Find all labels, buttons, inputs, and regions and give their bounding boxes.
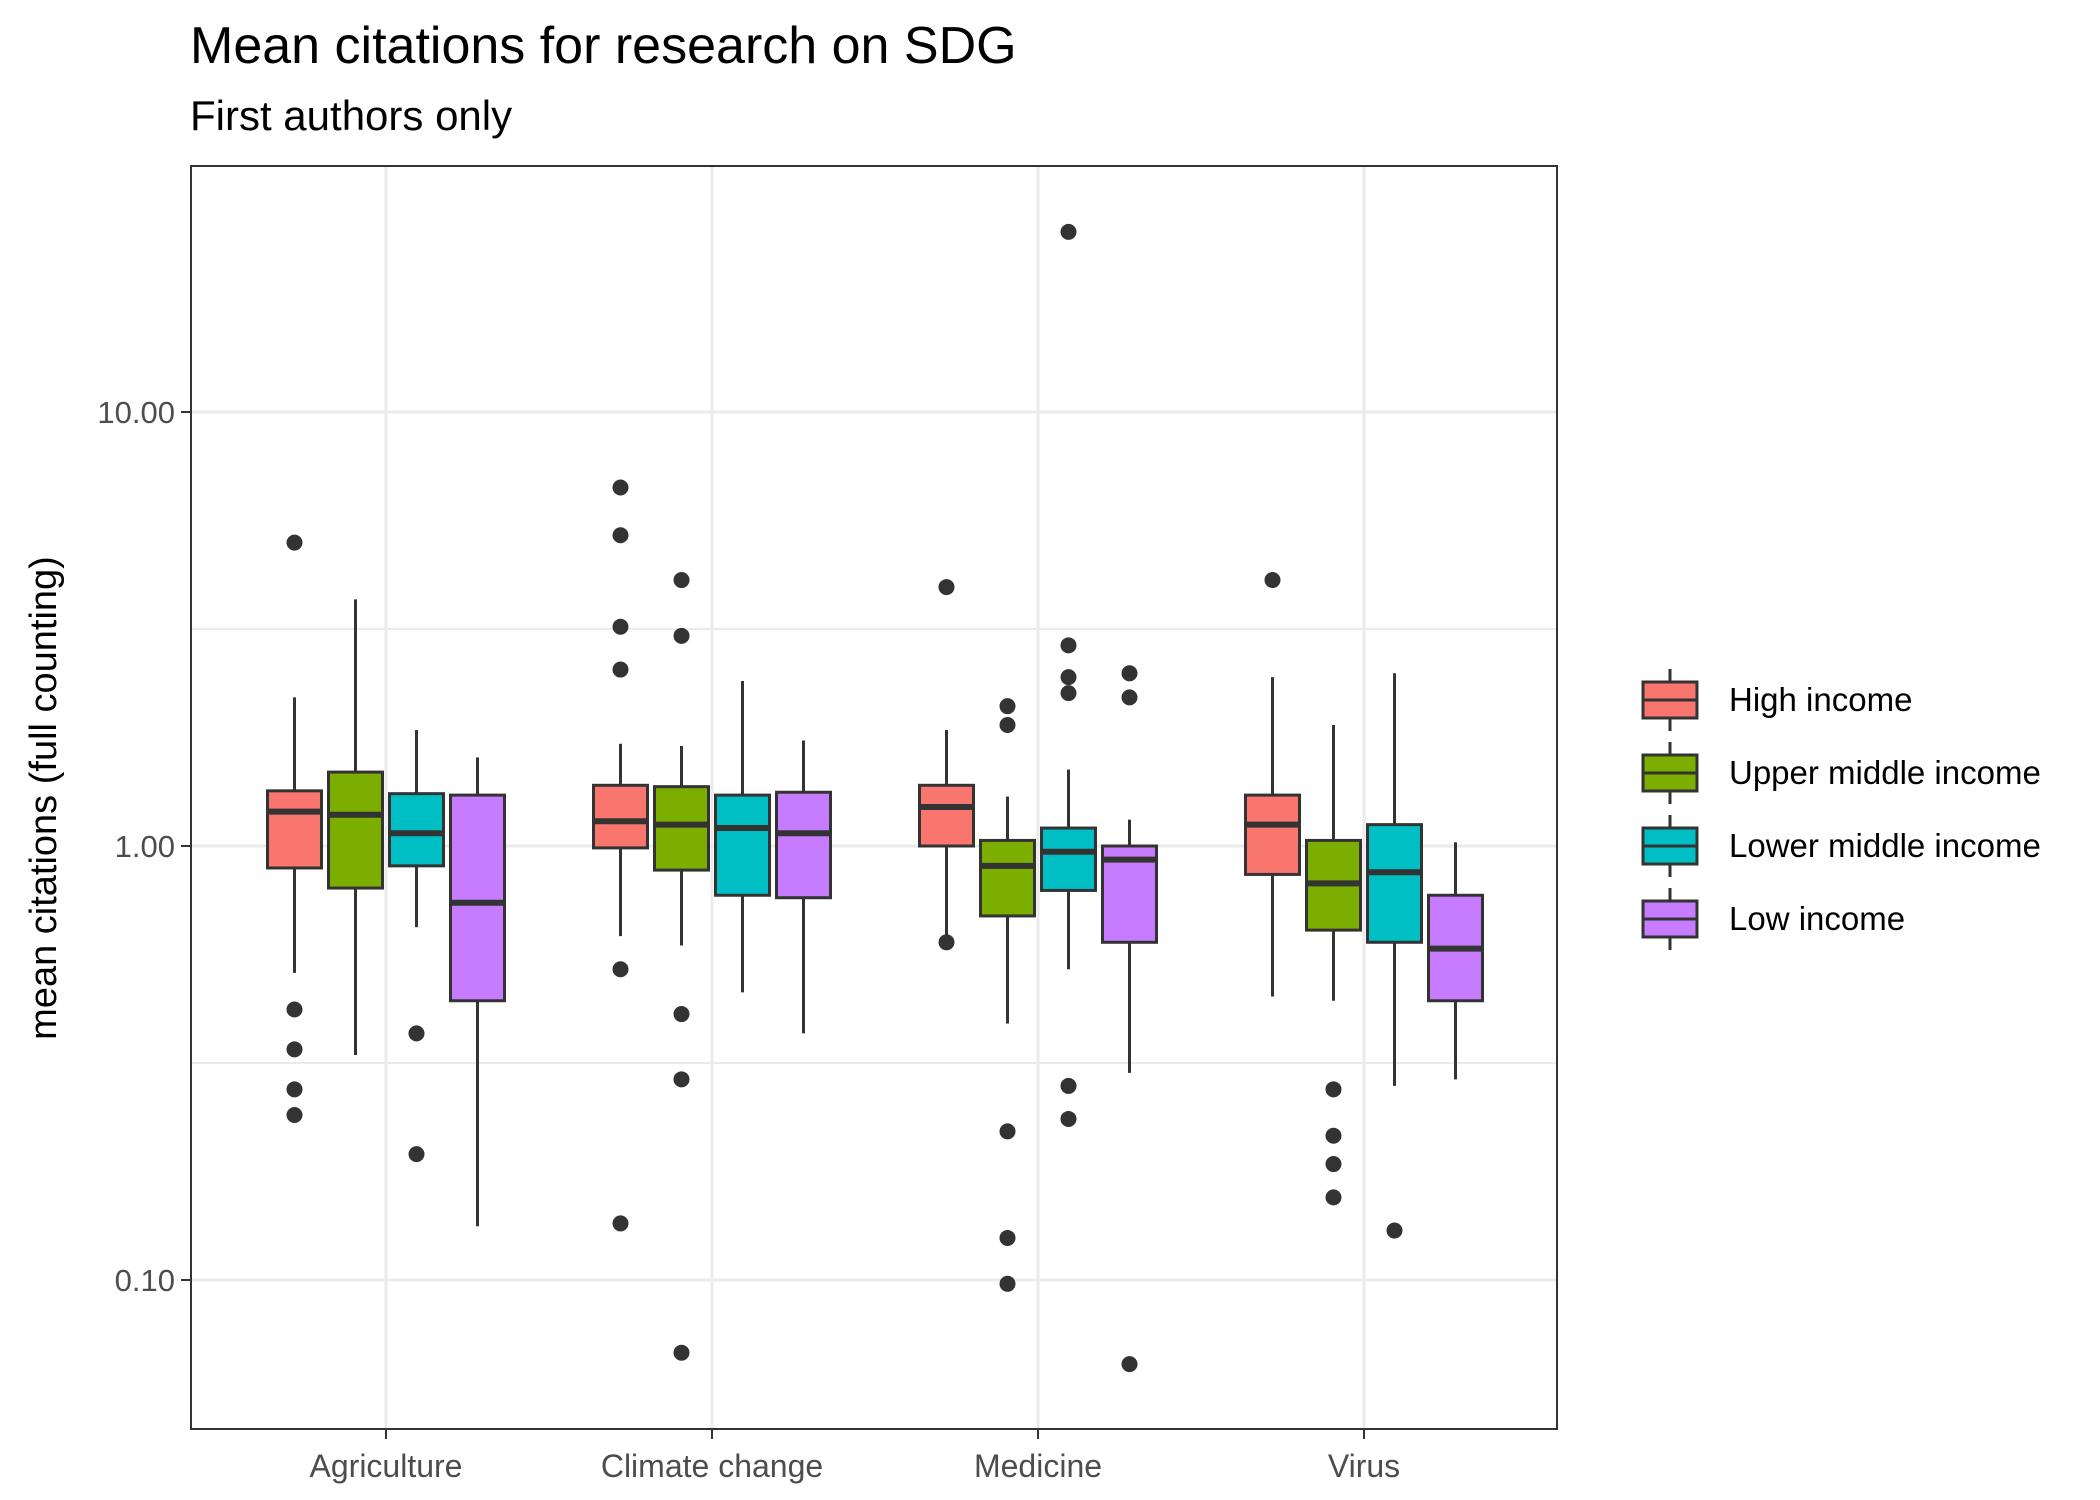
outlier-point <box>999 717 1016 734</box>
legend-item: Upper middle income <box>1641 742 2041 804</box>
box-lower-middle-income <box>1366 673 1423 1239</box>
legend-label: Lower middle income <box>1729 827 2041 864</box>
outlier-point <box>612 961 629 978</box>
outlier-point <box>938 579 955 596</box>
outlier-point <box>408 1025 425 1042</box>
outlier-point <box>286 1041 303 1058</box>
box-lower-middle-income <box>388 730 445 1163</box>
box-iqr <box>714 793 771 897</box>
outlier-point <box>408 1146 425 1163</box>
box-high-income <box>266 534 323 1123</box>
box-iqr <box>775 790 832 900</box>
outlier-point <box>673 1006 690 1023</box>
outlier-point <box>1121 665 1138 682</box>
box-upper-middle-income <box>1305 725 1362 1206</box>
outlier-point <box>999 1275 1016 1292</box>
outlier-point <box>612 1215 629 1232</box>
y-axis-label: mean citations (full counting) <box>23 556 65 1040</box>
outlier-point <box>612 618 629 635</box>
outlier-point <box>1325 1189 1342 1206</box>
chart-title: Mean citations for research on SDG <box>190 17 1017 75</box>
outlier-point <box>1264 572 1281 589</box>
box-iqr <box>918 783 975 848</box>
outlier-point <box>286 1001 303 1018</box>
plot-panel-border <box>190 165 1558 1430</box>
outlier-point <box>1060 685 1077 702</box>
box-upper-middle-income <box>653 572 710 1361</box>
legend: High income Upper middle income Lower midd… <box>1641 669 2041 950</box>
box-iqr <box>1040 826 1097 892</box>
box-low-income <box>1427 842 1484 1080</box>
y-tick-label: 0.10 <box>115 1263 175 1298</box>
outlier-point <box>1325 1127 1342 1144</box>
box-iqr <box>653 785 710 872</box>
box-lower-middle-income <box>1040 223 1097 1127</box>
outlier-point <box>938 934 955 951</box>
box-upper-middle-income <box>979 698 1036 1292</box>
box-low-income <box>775 740 832 1034</box>
box-iqr <box>979 838 1036 918</box>
legend-item: Low income <box>1641 888 1905 950</box>
outlier-point <box>673 1071 690 1088</box>
outlier-point <box>286 1081 303 1098</box>
x-tick-label: Climate change <box>601 1448 823 1484</box>
outlier-point <box>1060 1077 1077 1094</box>
outlier-point <box>1121 1356 1138 1373</box>
legend-label: Upper middle income <box>1729 754 2041 791</box>
box-iqr <box>1244 793 1301 876</box>
box-iqr <box>1366 823 1423 944</box>
outlier-point <box>1060 637 1077 654</box>
x-tick-label: Medicine <box>974 1448 1102 1484</box>
legend-item: High income <box>1641 669 1912 731</box>
outlier-point <box>1325 1081 1342 1098</box>
box-iqr <box>592 783 649 850</box>
legend-label: Low income <box>1729 900 1905 937</box>
outlier-point <box>612 527 629 544</box>
box-high-income <box>1244 572 1301 997</box>
x-tick-label: Virus <box>1328 1448 1400 1484</box>
box-upper-middle-income <box>327 599 384 1055</box>
box-high-income <box>592 479 649 1232</box>
legend-item: Lower middle income <box>1641 815 2041 877</box>
box-lower-middle-income <box>714 680 771 993</box>
axes: 0.10 1.00 10.00 Agriculture Climate change Me… <box>97 395 1400 1484</box>
outlier-point <box>1060 1110 1077 1127</box>
outlier-point <box>1060 223 1077 240</box>
box-high-income <box>918 579 975 951</box>
box-low-income <box>449 757 506 1227</box>
box-iqr <box>449 793 506 1003</box>
outlier-point <box>673 627 690 644</box>
box-iqr <box>266 789 323 870</box>
chart-subtitle: First authors only <box>190 92 513 139</box>
outlier-point <box>1121 689 1138 706</box>
outlier-point <box>999 698 1016 715</box>
box-low-income <box>1101 665 1158 1373</box>
x-tick-label: Agriculture <box>310 1448 463 1484</box>
box-iqr <box>327 770 384 890</box>
legend-label: High income <box>1729 681 1912 718</box>
outlier-point <box>612 661 629 678</box>
outlier-point <box>1060 669 1077 686</box>
box-layer <box>266 223 1484 1373</box>
outlier-point <box>673 572 690 589</box>
outlier-point <box>1386 1222 1403 1239</box>
outlier-point <box>673 1344 690 1361</box>
y-tick-label: 1.00 <box>115 829 175 864</box>
outlier-point <box>612 479 629 496</box>
outlier-point <box>1325 1156 1342 1173</box>
outlier-point <box>999 1123 1016 1140</box>
outlier-point <box>286 1106 303 1123</box>
outlier-point <box>999 1229 1016 1246</box>
box-iqr <box>388 792 445 868</box>
y-tick-label: 10.00 <box>97 395 175 430</box>
outlier-point <box>286 534 303 551</box>
